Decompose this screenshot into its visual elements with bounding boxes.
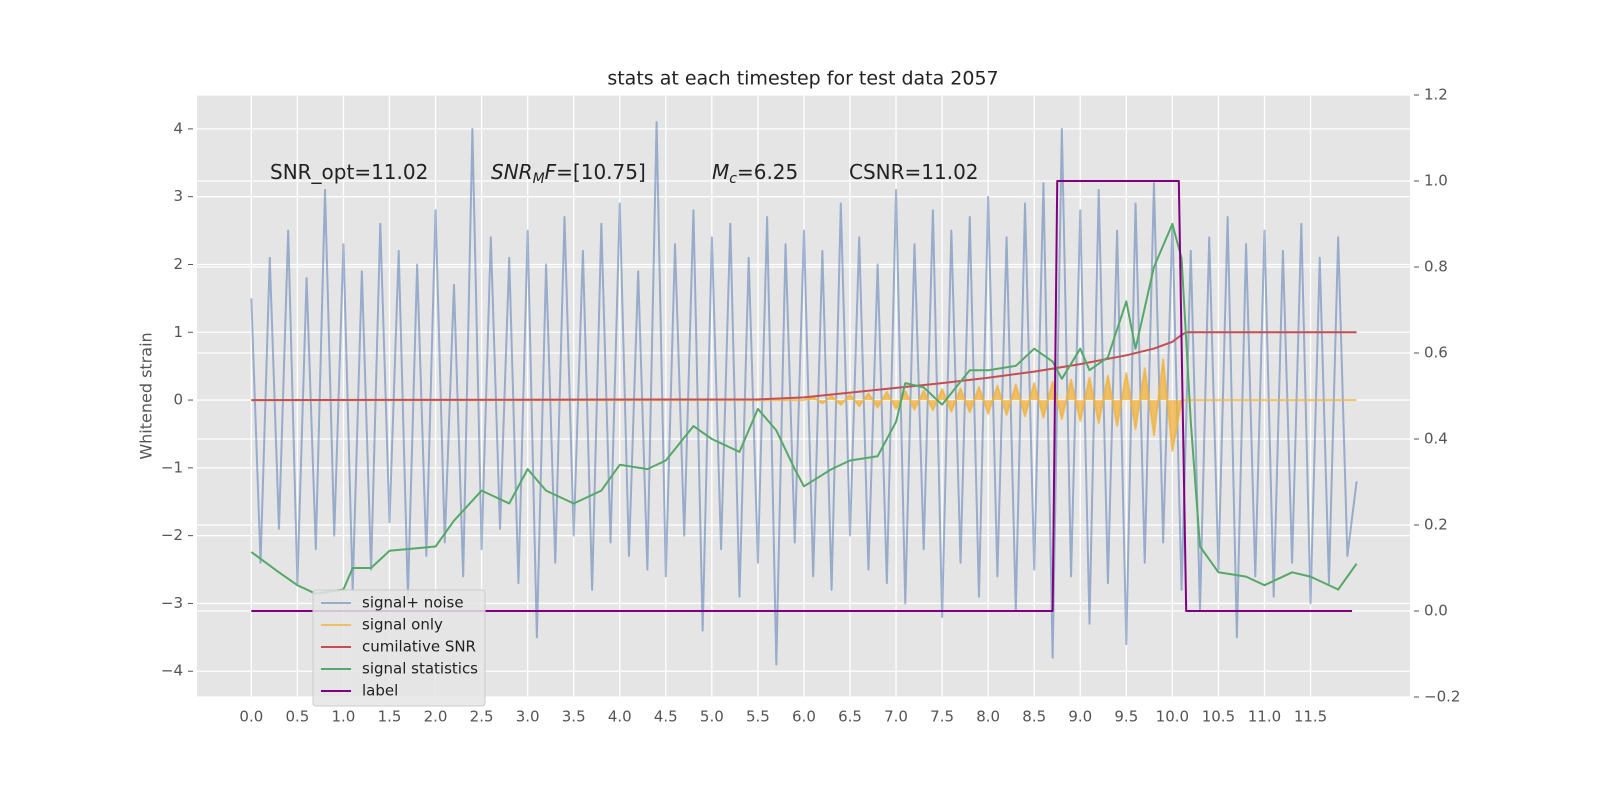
x-tick-label: 7.0 — [884, 708, 908, 726]
y2-tick-label: 0.4 — [1424, 430, 1448, 448]
x-tick-label: 3.5 — [562, 708, 586, 726]
legend-label: signal statistics — [362, 660, 478, 678]
legend-label: cumilative SNR — [362, 638, 476, 656]
annotation-part: SNR — [491, 160, 533, 184]
annotation-part: M — [533, 171, 545, 187]
y2-tick-label: −0.2 — [1424, 688, 1460, 706]
x-tick-label: 8.5 — [1022, 708, 1046, 726]
x-tick-label: 2.5 — [470, 708, 494, 726]
y-tick-label: 1 — [173, 323, 183, 341]
x-tick-label: 10.5 — [1202, 708, 1235, 726]
x-tick-label: 6.0 — [792, 708, 816, 726]
x-tick-label: 5.5 — [746, 708, 770, 726]
annotation-part: =6.25 — [737, 160, 798, 184]
y-tick-label: 0 — [173, 391, 183, 409]
x-tick-label: 0.5 — [285, 708, 309, 726]
x-tick-label: 10.0 — [1156, 708, 1189, 726]
x-tick-label: 8.0 — [976, 708, 1000, 726]
x-tick-label: 1.0 — [332, 708, 356, 726]
y2-tick-label: 1.2 — [1424, 86, 1448, 104]
annotation: CSNR=11.02 — [849, 160, 979, 184]
annotation-part: M — [712, 160, 729, 184]
x-tick-label: 6.5 — [838, 708, 862, 726]
annotation-part: =[10.75] — [556, 160, 646, 184]
chart-title: stats at each timestep for test data 205… — [607, 68, 998, 90]
x-tick-label: 9.0 — [1068, 708, 1092, 726]
x-tick-label: 11.0 — [1248, 708, 1281, 726]
y-tick-label: −1 — [161, 458, 183, 476]
x-tick-label: 4.5 — [654, 708, 678, 726]
y-tick-label: 2 — [173, 255, 183, 273]
y2-tick-label: 0.2 — [1424, 516, 1448, 534]
y2-tick-label: 0.8 — [1424, 258, 1448, 276]
y-axis-label: Whitened strain — [137, 332, 156, 459]
series-line — [251, 180, 1352, 612]
y-tick-label: −3 — [161, 594, 183, 612]
y-tick-label: −2 — [161, 526, 183, 544]
annotation: SNRMF=[10.75] — [491, 160, 646, 188]
x-tick-label: 0.0 — [239, 708, 263, 726]
x-tick-label: 7.5 — [930, 708, 954, 726]
y2-tick-label: 0.6 — [1424, 344, 1448, 362]
annotation: SNR_opt=11.02 — [270, 160, 428, 184]
annotation-part: CSNR=11.02 — [849, 160, 979, 184]
y-tick-label: 4 — [173, 119, 183, 137]
legend-box — [312, 589, 486, 707]
series-line — [251, 331, 1357, 402]
x-tick-label: 1.5 — [378, 708, 402, 726]
x-tick-label: 5.0 — [700, 708, 724, 726]
x-tick-label: 11.5 — [1294, 708, 1327, 726]
annotation-part: c — [729, 171, 737, 187]
x-tick-label: 3.0 — [516, 708, 540, 726]
x-tick-label: 4.0 — [608, 708, 632, 726]
legend-label: signal only — [362, 616, 443, 634]
x-tick-label: 9.5 — [1114, 708, 1138, 726]
y2-tick-label: 0.0 — [1424, 602, 1448, 620]
y-tick-label: −4 — [161, 662, 183, 680]
legend-label: label — [362, 682, 398, 700]
y-tick-label: 3 — [173, 187, 183, 205]
annotation-part: F — [545, 160, 557, 184]
annotation: Mc=6.25 — [712, 160, 798, 188]
annotation-part: SNR_opt=11.02 — [270, 160, 428, 184]
x-tick-label: 2.0 — [424, 708, 448, 726]
legend-label: signal+ noise — [362, 594, 464, 612]
y2-tick-label: 1.0 — [1424, 172, 1448, 190]
